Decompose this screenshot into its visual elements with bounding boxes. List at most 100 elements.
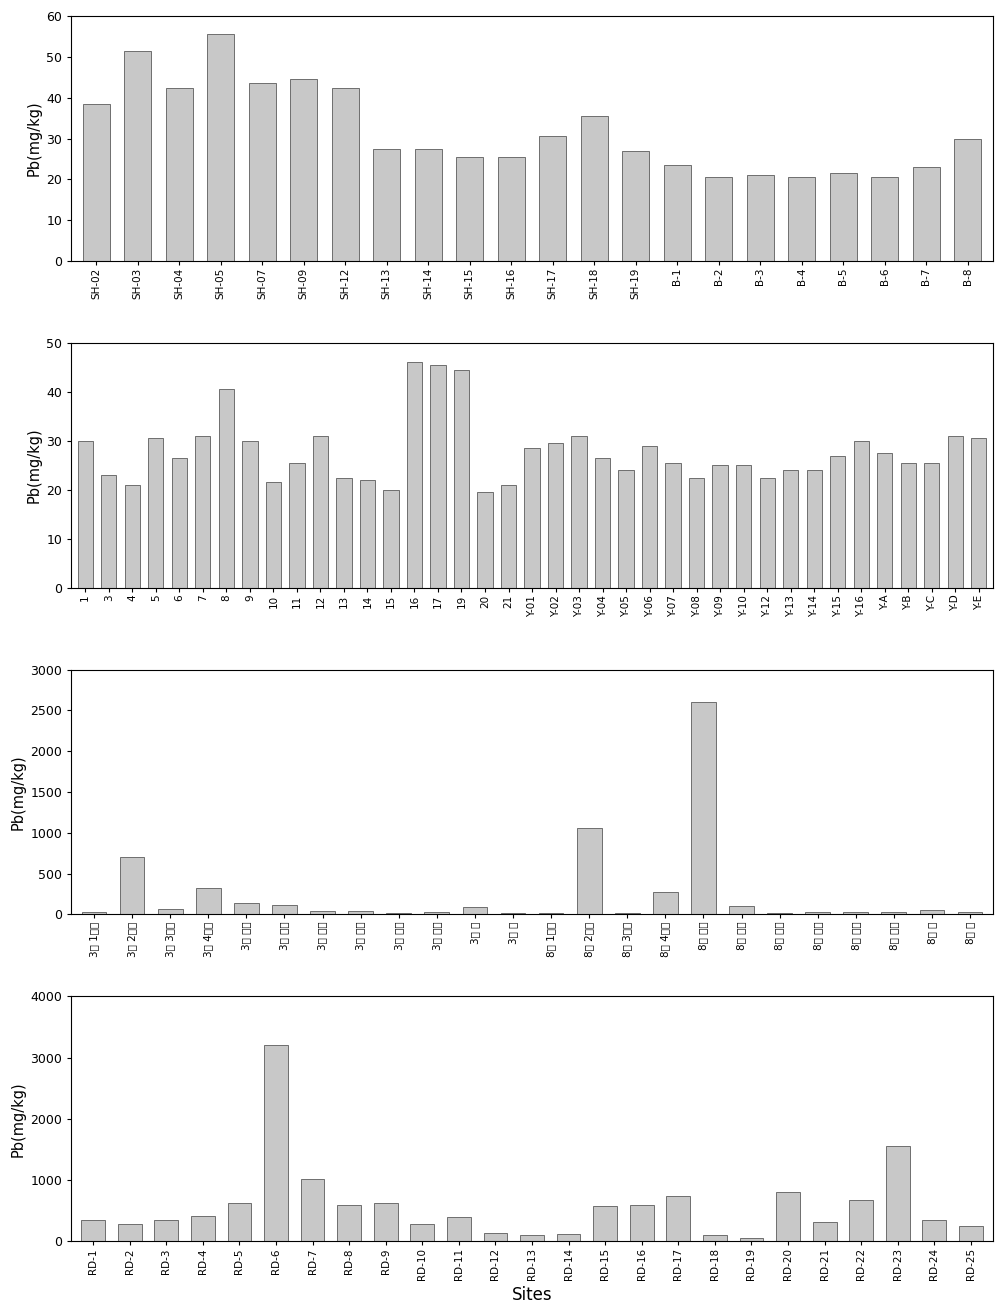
- Bar: [652, 892, 677, 914]
- Bar: [539, 913, 563, 914]
- Bar: [424, 913, 448, 914]
- Bar: [614, 913, 639, 914]
- Bar: [576, 828, 601, 914]
- Bar: [520, 1235, 544, 1241]
- Bar: [207, 34, 234, 260]
- Bar: [557, 1233, 580, 1241]
- Bar: [690, 702, 715, 914]
- Bar: [337, 1205, 361, 1241]
- Bar: [249, 83, 276, 260]
- Bar: [359, 480, 375, 588]
- Bar: [453, 370, 468, 588]
- Bar: [829, 174, 857, 260]
- Bar: [712, 466, 727, 588]
- Bar: [331, 88, 358, 260]
- Bar: [524, 448, 540, 588]
- Bar: [629, 1205, 653, 1241]
- Bar: [272, 905, 297, 914]
- Bar: [877, 454, 892, 588]
- Bar: [348, 911, 373, 914]
- Bar: [242, 441, 257, 588]
- Bar: [739, 1239, 762, 1241]
- Bar: [775, 1193, 799, 1241]
- Bar: [900, 463, 915, 588]
- Bar: [804, 913, 829, 914]
- Bar: [386, 913, 410, 914]
- Bar: [101, 475, 116, 588]
- Bar: [383, 489, 398, 588]
- Bar: [313, 435, 328, 588]
- Bar: [300, 1180, 324, 1241]
- Bar: [702, 1235, 726, 1241]
- Bar: [912, 167, 939, 260]
- Bar: [688, 477, 703, 588]
- Bar: [119, 857, 144, 914]
- Bar: [410, 1224, 433, 1241]
- Bar: [81, 913, 106, 914]
- Y-axis label: Pb(mg/kg): Pb(mg/kg): [27, 101, 42, 176]
- Bar: [853, 441, 868, 588]
- Bar: [148, 438, 163, 588]
- Bar: [829, 455, 845, 588]
- Bar: [954, 138, 981, 260]
- Bar: [290, 79, 317, 260]
- Bar: [666, 1195, 689, 1241]
- Bar: [581, 116, 607, 260]
- Bar: [782, 471, 797, 588]
- Bar: [735, 466, 750, 588]
- Bar: [172, 458, 187, 588]
- Bar: [157, 909, 183, 914]
- Bar: [539, 137, 566, 260]
- Bar: [622, 151, 649, 260]
- Bar: [970, 438, 985, 588]
- Bar: [81, 1220, 105, 1241]
- Bar: [414, 149, 441, 260]
- Bar: [548, 443, 563, 588]
- Y-axis label: Pb(mg/kg): Pb(mg/kg): [11, 755, 26, 830]
- Bar: [805, 471, 821, 588]
- Bar: [595, 458, 610, 588]
- Bar: [373, 1203, 397, 1241]
- Bar: [77, 441, 93, 588]
- Bar: [787, 178, 814, 260]
- Bar: [195, 435, 211, 588]
- Bar: [336, 477, 351, 588]
- Bar: [446, 1216, 470, 1241]
- Bar: [705, 178, 731, 260]
- Bar: [728, 906, 753, 914]
- Bar: [958, 1226, 982, 1241]
- Bar: [165, 88, 193, 260]
- Bar: [923, 463, 939, 588]
- Bar: [483, 1232, 507, 1241]
- Bar: [476, 492, 492, 588]
- Bar: [500, 913, 525, 914]
- Bar: [885, 1147, 909, 1241]
- Bar: [234, 903, 259, 914]
- Bar: [191, 1215, 215, 1241]
- Bar: [266, 483, 281, 588]
- Bar: [618, 471, 633, 588]
- Bar: [373, 149, 400, 260]
- Bar: [812, 1222, 835, 1241]
- Bar: [196, 888, 221, 914]
- Bar: [430, 366, 445, 588]
- Bar: [462, 907, 486, 914]
- Y-axis label: Pb(mg/kg): Pb(mg/kg): [11, 1081, 26, 1157]
- Bar: [919, 910, 944, 914]
- Bar: [219, 389, 234, 588]
- Bar: [228, 1203, 251, 1241]
- Bar: [154, 1220, 178, 1241]
- Bar: [871, 178, 898, 260]
- Bar: [593, 1206, 617, 1241]
- Bar: [766, 913, 791, 914]
- Bar: [406, 363, 421, 588]
- Bar: [124, 51, 151, 260]
- Bar: [497, 156, 525, 260]
- Bar: [117, 1224, 141, 1241]
- Bar: [455, 156, 482, 260]
- Bar: [746, 175, 773, 260]
- Y-axis label: Pb(mg/kg): Pb(mg/kg): [27, 427, 42, 504]
- Bar: [922, 1220, 945, 1241]
- Bar: [500, 485, 516, 588]
- Bar: [947, 435, 962, 588]
